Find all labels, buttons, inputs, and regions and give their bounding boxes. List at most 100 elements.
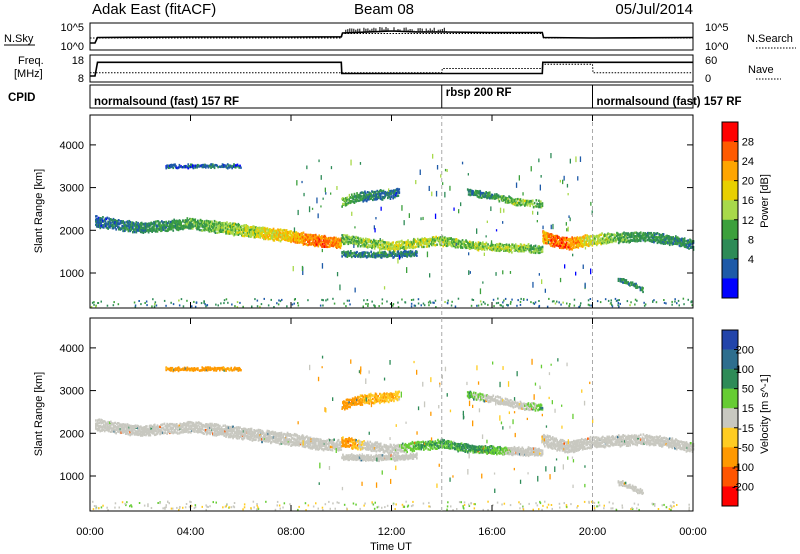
range-cell [321,245,324,248]
range-cell [389,246,392,250]
range-cell [192,421,195,425]
ground-scatter-cell [493,305,495,308]
range-cell [190,227,192,230]
range-cell [150,431,153,434]
range-cell [567,246,570,249]
range-cell [312,240,314,244]
range-cell [284,229,286,232]
range-cell [623,235,625,239]
y-tick-label: 3000 [60,183,84,195]
scatter-cell [449,185,451,191]
range-cell [147,428,150,431]
range-cell [387,241,389,244]
range-cell [598,238,601,242]
range-cell [363,192,365,195]
range-cell [306,243,308,246]
range-cell [541,250,544,253]
range-cell [386,241,388,244]
range-cell [342,240,344,244]
range-cell [124,224,127,227]
range-cell [210,230,212,233]
range-cell [353,201,356,204]
range-cell [233,165,235,168]
range-cell [385,243,387,247]
range-cell [160,226,162,229]
range-cell [312,234,314,238]
range-cell [254,232,256,235]
range-cell [159,223,161,226]
range-cell [518,201,521,204]
range-cell [625,234,628,237]
range-cell [632,232,635,235]
range-cell [236,429,239,433]
range-cell [205,165,208,168]
range-cell [553,245,556,248]
range-cell [424,238,427,241]
range-cell [231,427,233,431]
scatter-cell [348,193,350,197]
range-cell [109,218,111,222]
range-cell [511,246,513,250]
range-cell [390,195,393,198]
range-cell [290,233,292,236]
range-cell [649,232,652,235]
range-cell [204,429,207,432]
range-cell [198,422,201,425]
range-cell [589,242,592,245]
range-cell [473,191,476,194]
range-cell [345,237,348,240]
range-cell [541,204,544,207]
range-cell [394,247,397,250]
ground-scatter-cell [259,305,261,308]
range-cell [153,427,155,431]
ground-scatter-cell [457,297,460,300]
range-cell [394,254,396,257]
range-cell [541,247,544,250]
scatter-cell [468,252,470,256]
range-cell [653,238,656,241]
range-cell [207,220,210,223]
scatter-cell [522,192,524,196]
scatter-cell [339,284,341,291]
range-cell [151,222,153,225]
range-cell [262,236,264,239]
range-cell [579,236,581,239]
range-cell [234,229,237,232]
ground-scatter-cell [182,305,185,308]
range-cell [569,241,572,245]
ground-scatter-cell [471,298,473,301]
range-cell [265,228,268,231]
range-cell [622,278,625,281]
range-cell [199,164,202,168]
range-cell [619,234,622,238]
range-cell [351,242,354,245]
scatter-cell [455,243,457,246]
range-cell [393,189,395,192]
range-cell [219,165,222,169]
range-cell [186,424,189,427]
range-cell [675,242,678,246]
range-cell [231,435,233,438]
range-cell [620,239,623,242]
range-cell [622,281,624,284]
range-cell [617,237,619,240]
range-cell [166,428,168,432]
range-cell [398,240,401,243]
range-cell [257,435,260,438]
range-cell [423,242,425,245]
range-cell [402,241,405,244]
range-cell [665,241,668,245]
scatter-cell [559,179,561,183]
range-cell [140,224,143,227]
range-cell [375,194,378,197]
range-cell [442,241,445,244]
range-cell [134,426,137,429]
range-cell [165,220,168,224]
range-cell [121,423,124,426]
range-cell [583,241,586,245]
ground-scatter-cell [516,304,518,307]
range-cell [413,254,416,257]
range-cell [167,164,169,167]
range-cell [561,244,564,247]
range-cell [154,230,157,233]
